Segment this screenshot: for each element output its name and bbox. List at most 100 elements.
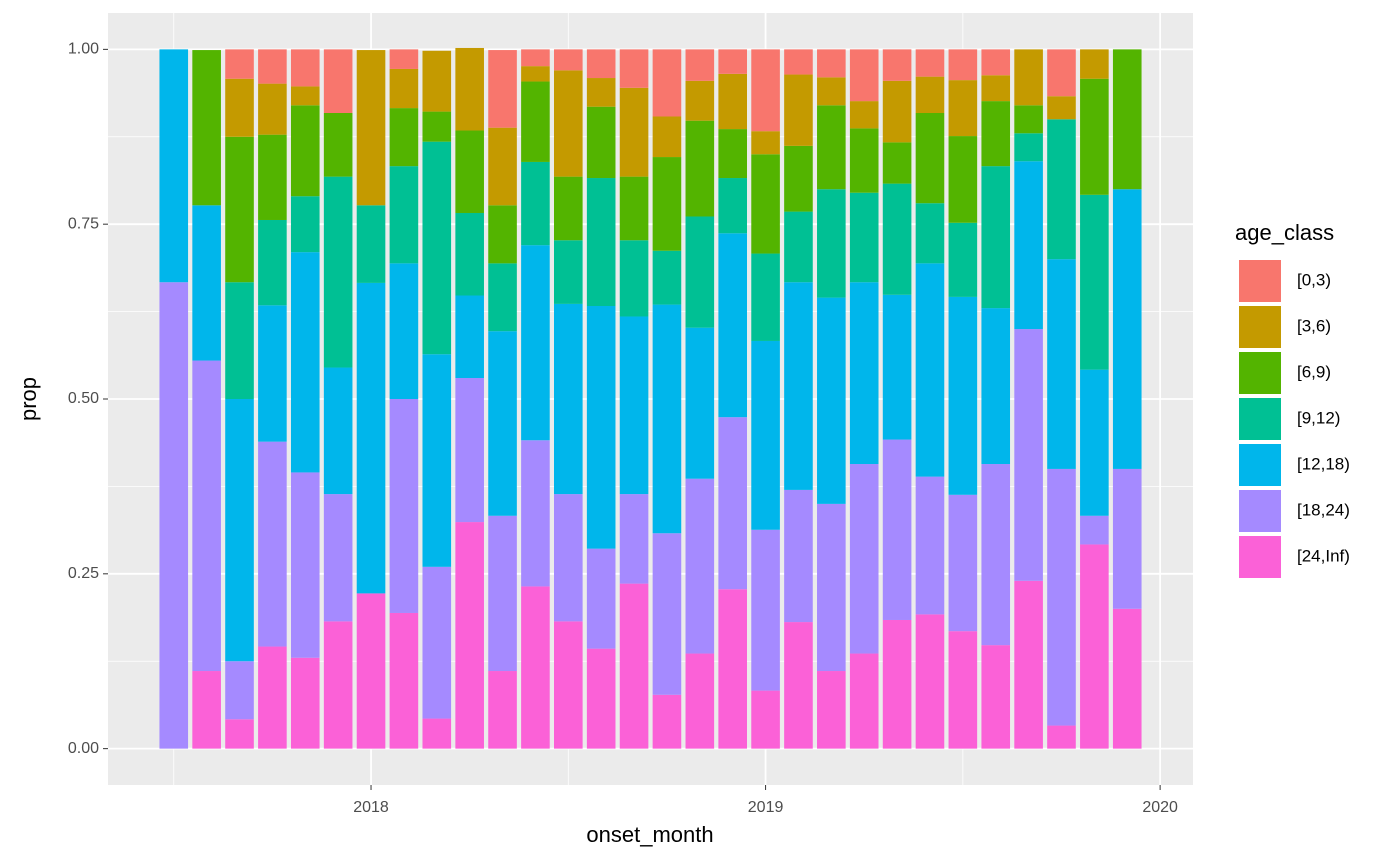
bar-segment xyxy=(258,49,287,84)
legend-label: [9,12) xyxy=(1297,408,1340,427)
legend-key xyxy=(1237,258,1283,304)
bar-segment xyxy=(422,718,452,749)
bar-segment xyxy=(915,476,945,615)
bar-segment xyxy=(849,192,879,283)
bar-segment xyxy=(389,68,419,109)
bar-segment xyxy=(882,294,912,440)
bar-segment xyxy=(356,282,386,594)
bar-segment xyxy=(619,176,649,241)
bar-segment xyxy=(915,614,945,749)
bar-segment xyxy=(323,494,353,622)
bar-segment xyxy=(948,49,978,81)
bar-segment xyxy=(356,593,386,749)
bar-segment xyxy=(488,50,517,128)
bar-segment xyxy=(784,49,813,75)
bar-segment xyxy=(192,360,221,672)
bar-segment xyxy=(521,49,550,67)
bar-segment xyxy=(554,240,583,304)
legend-label: [12,18) xyxy=(1297,454,1350,473)
bar-segment xyxy=(192,50,221,206)
legend-key xyxy=(1237,304,1283,350)
bar-segment xyxy=(356,205,386,283)
bar-segment xyxy=(1014,580,1043,749)
bar-segment xyxy=(652,533,682,695)
bar-segment xyxy=(849,128,879,193)
bar-segment xyxy=(685,653,715,749)
legend-title: age_class xyxy=(1235,220,1334,245)
bar-segment xyxy=(817,105,846,190)
bar-segment xyxy=(323,112,353,177)
bar-segment xyxy=(652,694,682,749)
bar-segment xyxy=(652,49,682,117)
bar-segment xyxy=(1014,161,1043,330)
x-tick-label: 2020 xyxy=(1142,799,1178,816)
bar-segment xyxy=(784,145,813,212)
bar-segment xyxy=(488,671,517,749)
bar-segment xyxy=(948,222,978,297)
bar-segment xyxy=(849,49,879,102)
bar-segment xyxy=(389,612,419,749)
bar-segment xyxy=(685,80,715,121)
bar-segment xyxy=(882,80,912,143)
bar-segment xyxy=(882,439,912,620)
bar-segment xyxy=(751,529,780,691)
legend-label: [3,6) xyxy=(1297,316,1331,335)
bar-segment xyxy=(981,49,1011,76)
bar-segment xyxy=(1047,96,1076,120)
x-tick-label: 2019 xyxy=(748,799,784,816)
bar-segment xyxy=(685,327,715,479)
legend-label: [18,24) xyxy=(1297,500,1350,519)
bar-segment xyxy=(619,49,649,88)
bar-segment xyxy=(817,671,846,749)
bar-segment xyxy=(1047,259,1076,469)
y-axis-title: prop xyxy=(16,377,41,421)
bar-segment xyxy=(915,76,945,113)
bar-segment xyxy=(1112,189,1142,469)
bar-segment xyxy=(882,183,912,295)
bar-segment xyxy=(258,305,287,442)
legend-key xyxy=(1237,488,1283,534)
x-axis-title: onset_month xyxy=(586,822,713,847)
legend-key xyxy=(1237,396,1283,442)
bar-segment xyxy=(915,112,945,204)
bar-segment xyxy=(981,166,1011,309)
bar-segment xyxy=(948,631,978,749)
bar-segment xyxy=(751,253,780,341)
bar-segment xyxy=(389,263,419,399)
bar-segment xyxy=(290,472,320,658)
bar-segment xyxy=(784,489,813,623)
bar-segment xyxy=(488,127,517,206)
bar-segment xyxy=(882,49,912,81)
bar-segment xyxy=(290,86,320,106)
bar-segment xyxy=(1014,49,1043,106)
bar-segment xyxy=(849,282,879,465)
bar-segment xyxy=(1014,105,1043,134)
bar-segment xyxy=(817,503,846,672)
bar-segment xyxy=(225,136,254,283)
bar-segment xyxy=(1047,119,1076,260)
bar-segment xyxy=(290,196,320,253)
bar-segment xyxy=(981,308,1011,465)
bar-segment xyxy=(554,176,583,241)
bar-segment xyxy=(192,671,221,749)
bar-segment xyxy=(159,49,189,283)
bar-segment xyxy=(685,49,715,81)
bar-segment xyxy=(422,354,452,567)
bar-segment xyxy=(652,304,682,534)
bar-segment xyxy=(619,87,649,177)
bar-segment xyxy=(521,81,550,162)
bar-segment xyxy=(784,211,813,283)
bar-segment xyxy=(422,566,452,719)
bar-segment xyxy=(290,252,320,473)
legend-key xyxy=(1237,350,1283,396)
bar-segment xyxy=(356,50,386,206)
legend-key xyxy=(1237,534,1283,580)
y-tick-label: 0.75 xyxy=(68,215,99,232)
bar-segment xyxy=(751,49,780,132)
bar-segment xyxy=(948,80,978,137)
bar-segment xyxy=(455,212,484,296)
bar-segment xyxy=(225,78,254,137)
bar-segment xyxy=(586,78,616,107)
bar-segment xyxy=(948,296,978,495)
